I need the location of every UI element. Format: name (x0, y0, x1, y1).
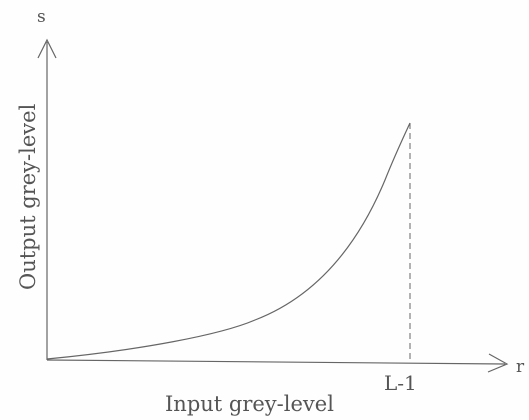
x-axis-label: Input grey-level (165, 392, 334, 416)
y-axis-label: Output grey-level (16, 103, 40, 290)
y-axis-symbol: s (37, 7, 46, 27)
transfer-curve (46, 122, 411, 360)
x-axis-symbol: r (516, 357, 525, 377)
y-axis-arrowhead (37, 38, 57, 59)
x-axis-arrowhead (487, 353, 509, 373)
x-tick-label-l-minus-1: L-1 (384, 371, 417, 395)
x-axis (46, 359, 506, 365)
